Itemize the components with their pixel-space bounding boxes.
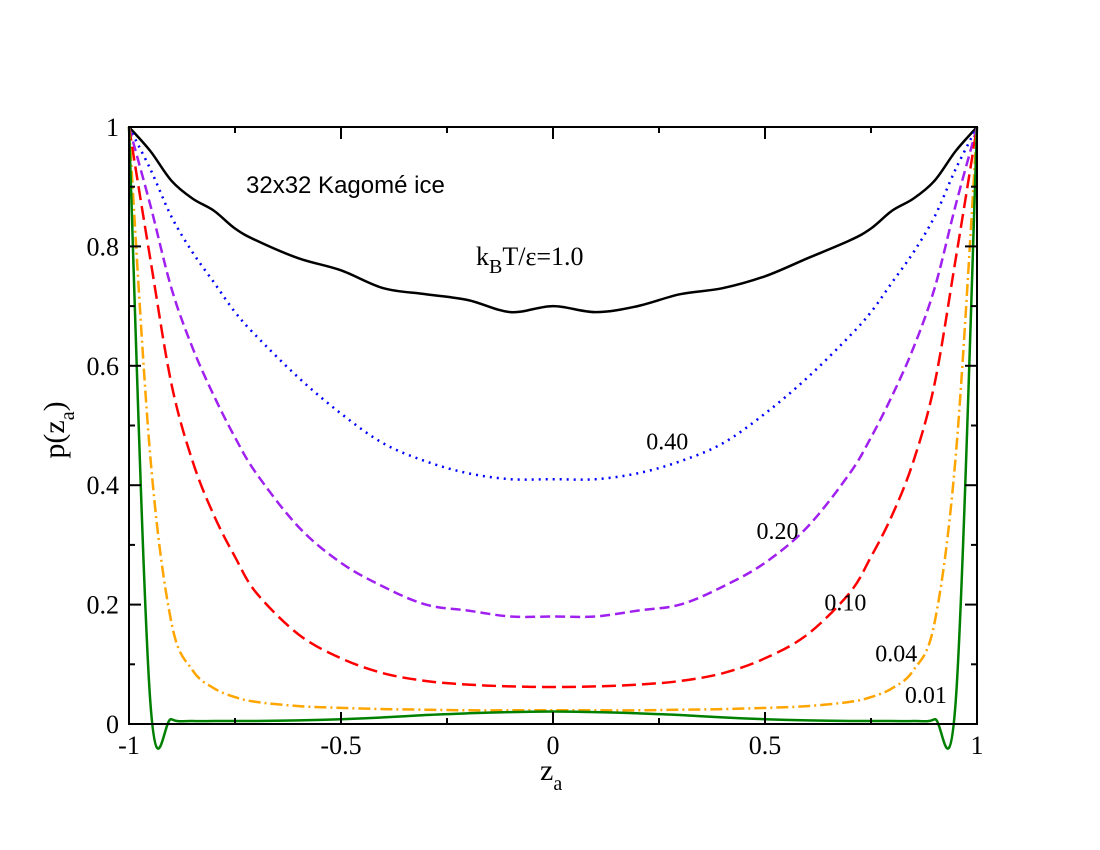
x-tick-label: 1 [971, 731, 984, 760]
y-tick-label: 0 [106, 710, 119, 739]
y-axis-label: p(za) [38, 401, 79, 458]
curve-label-3: 0.10 [824, 591, 866, 617]
series-line-1 [127, 126, 979, 481]
series-line-3 [127, 126, 979, 689]
y-tick-label: 0.6 [87, 352, 120, 381]
x-tick-label: -1 [118, 731, 140, 760]
chart-annotation: 32x32 Kagomé ice [246, 172, 445, 199]
y-tick-label: 1 [106, 113, 119, 142]
series-line-4 [127, 126, 979, 712]
y-ticks: 0 0.2 0.4 0.6 0.8 1 [87, 113, 977, 739]
x-tick-label: -0.5 [320, 731, 361, 760]
series-line-2 [127, 126, 979, 619]
y-tick-label: 0.2 [87, 591, 120, 620]
x-ticks: -1 -0.5 0 0.5 1 [118, 127, 984, 760]
x-tick-label: 0 [547, 731, 560, 760]
curve-labels: 0.40 0.20 0.10 0.04 0.01 [646, 429, 947, 709]
series-line-5 [127, 126, 979, 750]
curve-label-2: 0.20 [757, 519, 799, 545]
curve-label-1: 0.40 [646, 429, 688, 455]
plot-frame [128, 126, 978, 725]
series-line-0 [128, 126, 978, 314]
temperature-label: kBT/ε=1.0 [476, 242, 584, 278]
x-axis-label: za [540, 754, 562, 795]
curve-label-5: 0.01 [905, 683, 947, 709]
y-tick-label: 0.4 [87, 471, 120, 500]
curves [127, 126, 979, 750]
x-tick-label: 0.5 [749, 731, 782, 760]
curve-label-4: 0.04 [875, 641, 917, 667]
y-tick-label: 0.8 [87, 232, 120, 261]
